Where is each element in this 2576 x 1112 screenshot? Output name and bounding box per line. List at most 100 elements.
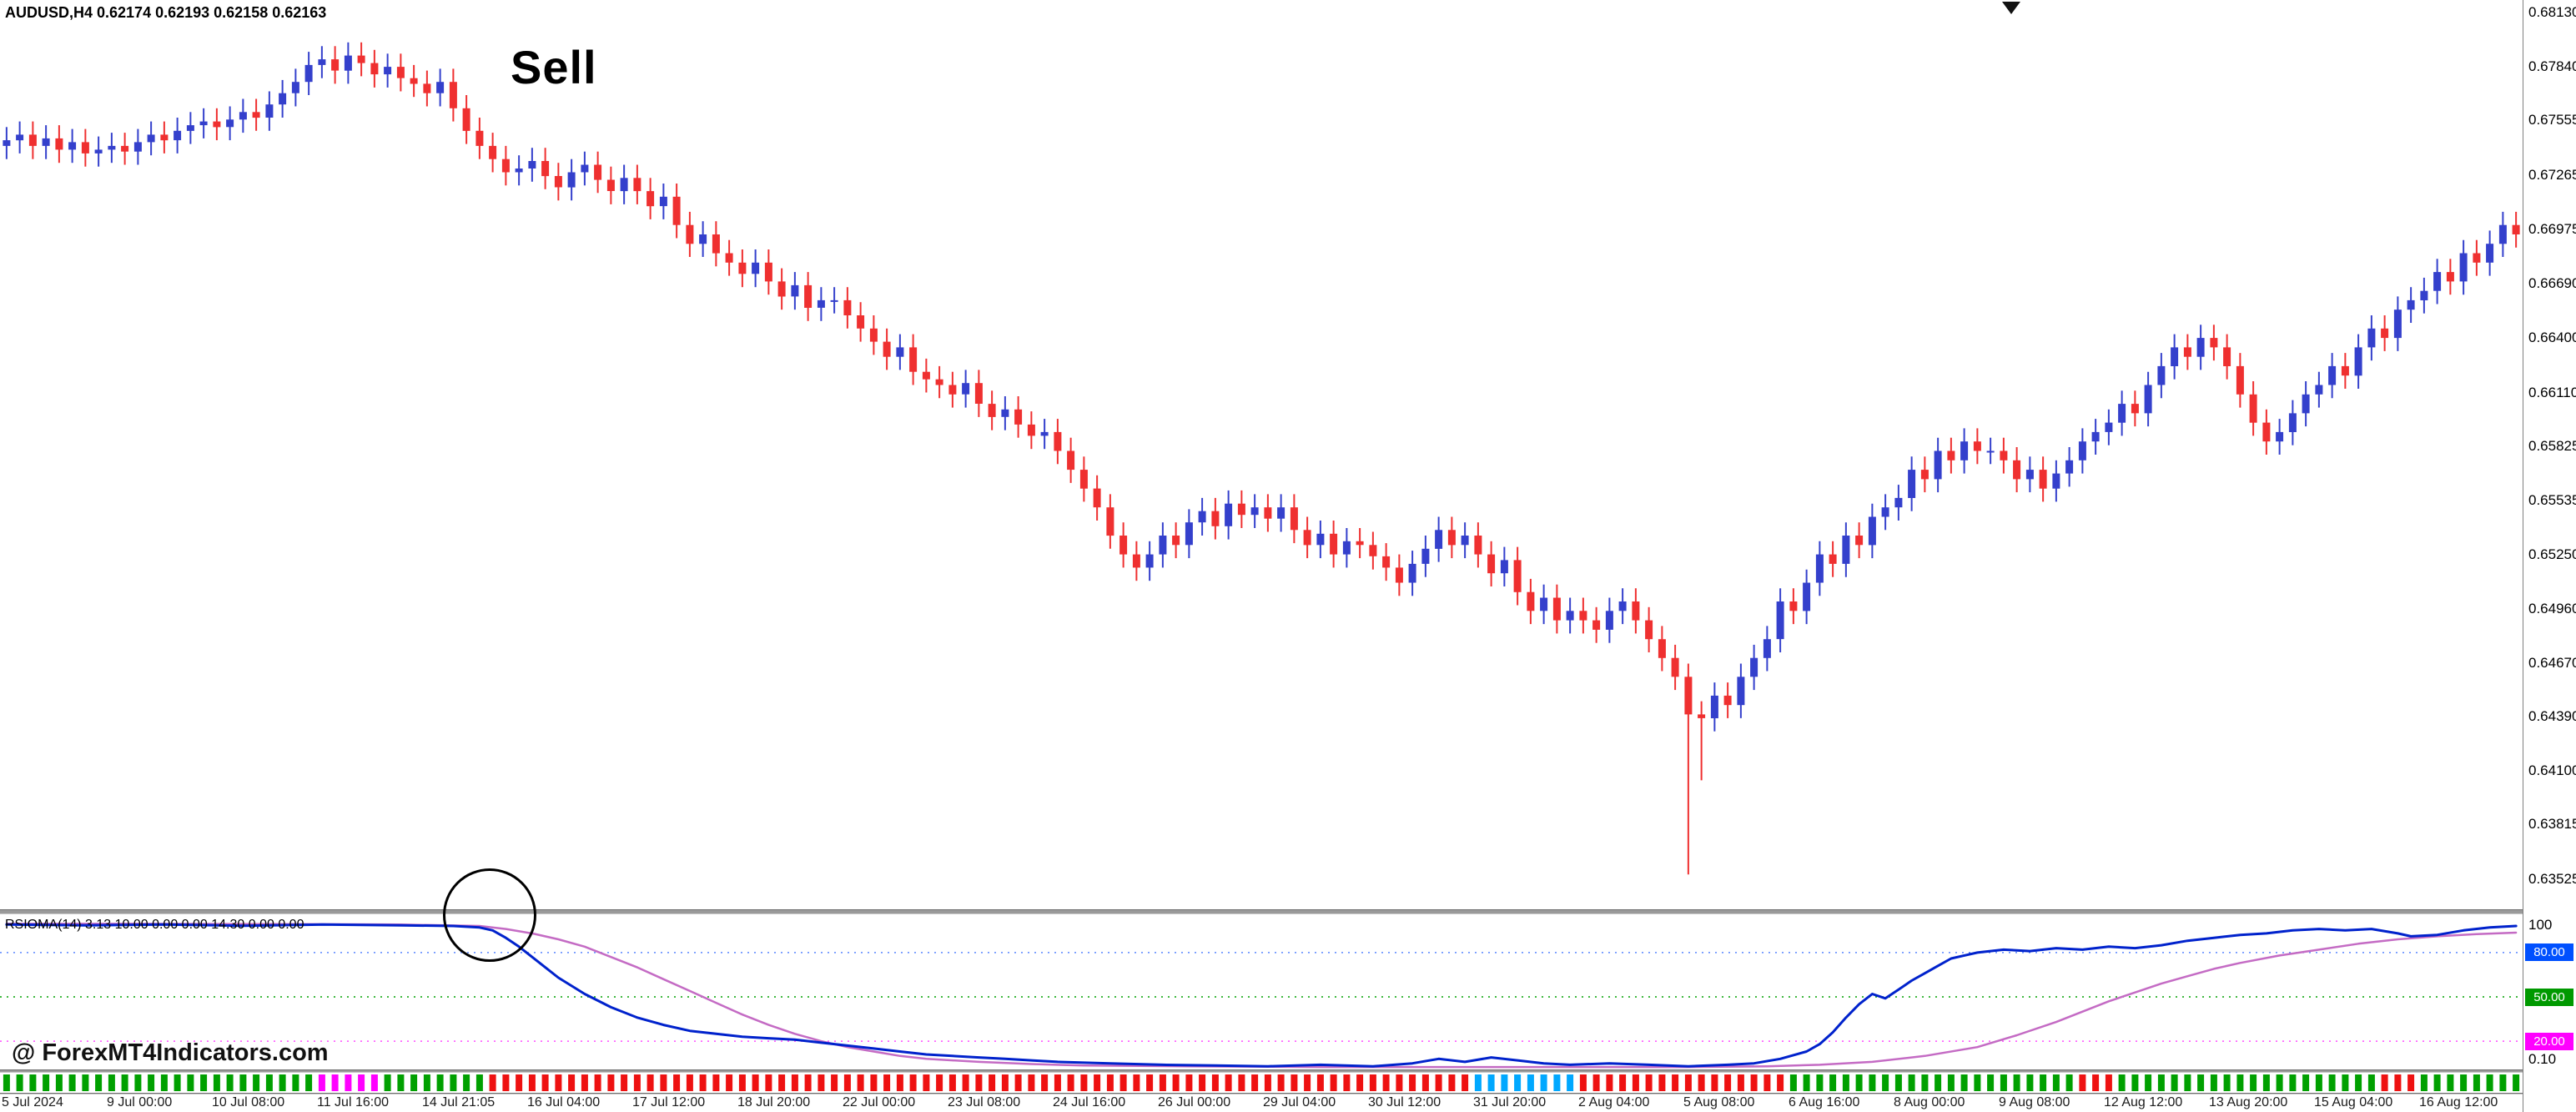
trend-bar [1816, 1074, 1824, 1091]
trend-bar [16, 1074, 23, 1091]
trend-bar [318, 1074, 325, 1091]
trend-bar [1908, 1074, 1915, 1091]
candle-body [1447, 530, 1456, 546]
trend-bar [2157, 1074, 2165, 1091]
candle-body [2078, 441, 2086, 460]
candle-body [1737, 677, 1745, 706]
trend-bar [2460, 1074, 2468, 1091]
candle-body [857, 315, 865, 329]
trend-bar [226, 1074, 234, 1091]
candlestick-chart[interactable] [0, 0, 2523, 909]
trend-bar [975, 1074, 983, 1091]
candle-body [2512, 224, 2520, 234]
trend-bar [962, 1074, 969, 1091]
candle-body [1500, 560, 1508, 574]
candle-body [2381, 328, 2389, 339]
candle-body [3, 140, 11, 146]
trend-bar [2328, 1074, 2336, 1091]
trend-bar [292, 1074, 299, 1091]
trend-bar [82, 1074, 89, 1091]
trend-bar [1842, 1074, 1849, 1091]
trend-bar [1724, 1074, 1732, 1091]
trend-bar [2131, 1074, 2139, 1091]
candle-body [344, 55, 352, 71]
time-axis-label: 9 Aug 08:00 [1999, 1095, 2070, 1109]
candle-body [2459, 253, 2468, 282]
trend-bars-panel [0, 1073, 2523, 1093]
candle-body [2249, 394, 2257, 423]
candle-body [1487, 554, 1496, 574]
price-axis-label: 0.63525 [2528, 871, 2576, 887]
trend-bar [174, 1074, 181, 1091]
candle-body [1395, 567, 1403, 583]
candle-body [1356, 541, 1364, 546]
candle-body [501, 158, 510, 173]
candle-body [462, 108, 470, 131]
trend-bar [1855, 1074, 1863, 1091]
candle-body [725, 253, 733, 263]
candle-body [988, 404, 996, 417]
candle-body [948, 385, 957, 395]
candle-body [1855, 536, 1864, 546]
circle-annotation[interactable] [443, 868, 536, 962]
trend-bar [1421, 1074, 1429, 1091]
trend-bar [2262, 1074, 2270, 1091]
trend-bar [253, 1074, 260, 1091]
candle-body [331, 59, 340, 71]
trend-bar [660, 1074, 667, 1091]
trend-bar [436, 1074, 444, 1091]
trend-bar [1133, 1074, 1140, 1091]
window-separator[interactable] [0, 909, 2576, 914]
trend-bar [2381, 1074, 2388, 1091]
trend-bar [2236, 1074, 2244, 1091]
trend-bar [200, 1074, 208, 1091]
candle-body [436, 82, 445, 93]
candle-body [1513, 560, 1522, 592]
candle-body [633, 178, 641, 192]
time-axis-label: 17 Jul 12:00 [632, 1095, 706, 1109]
trend-bar [778, 1074, 786, 1091]
candle-body [1421, 548, 1430, 564]
sell-annotation[interactable]: Sell [511, 41, 597, 93]
candle-body [2183, 347, 2191, 357]
candle-body [1540, 597, 1548, 611]
candle-body [515, 169, 523, 173]
price-axis-label: 0.63815 [2528, 816, 2576, 832]
price-axis-label: 0.64390 [2528, 708, 2576, 724]
trend-bar [2013, 1074, 2020, 1091]
symbol-ohlc-label: AUDUSD,H4 0.62174 0.62193 0.62158 0.6216… [5, 4, 327, 21]
rsioma-indicator-panel[interactable] [0, 914, 2523, 1069]
time-axis[interactable]: 5 Jul 2024 9 Jul 00:00 10 Jul 08:00 11 Jul … [0, 1094, 2523, 1112]
candle-body [2302, 394, 2310, 414]
trend-bar [279, 1074, 286, 1091]
trend-bar [831, 1074, 838, 1091]
candle-body [186, 125, 194, 131]
candle-body [2473, 253, 2481, 263]
price-axis[interactable]: 100 0.10 0.68130 0.67840 0.67555 0.67265 0.6… [2523, 0, 2576, 1112]
trend-bar [541, 1074, 549, 1091]
time-axis-label: 15 Aug 04:00 [2314, 1095, 2393, 1109]
trend-bar [2118, 1074, 2126, 1091]
trend-bar [1199, 1074, 1206, 1091]
trend-bar [148, 1074, 155, 1091]
candle-body [1789, 601, 1798, 611]
trend-bar [1409, 1074, 1416, 1091]
price-axis-label: 0.65535 [2528, 492, 2576, 508]
trend-bar [1789, 1074, 1797, 1091]
candle-body [2118, 404, 2126, 423]
candle-body [1093, 488, 1101, 508]
trend-bar [2052, 1074, 2060, 1091]
window-separator[interactable] [0, 1069, 2576, 1073]
price-chart-panel[interactable] [0, 0, 2523, 909]
trend-bar [265, 1074, 273, 1091]
candle-body [318, 59, 326, 65]
candle-body [2223, 347, 2231, 366]
candle-body [1710, 695, 1718, 718]
time-axis-label: 9 Jul 00:00 [107, 1095, 173, 1109]
time-axis-label: 14 Jul 21:05 [422, 1095, 496, 1109]
trend-bar [1974, 1074, 1981, 1091]
chart-shift-marker-icon[interactable] [2002, 2, 2020, 14]
candle-body [2367, 328, 2376, 348]
candle-body [213, 121, 221, 128]
candle-body [738, 262, 747, 274]
